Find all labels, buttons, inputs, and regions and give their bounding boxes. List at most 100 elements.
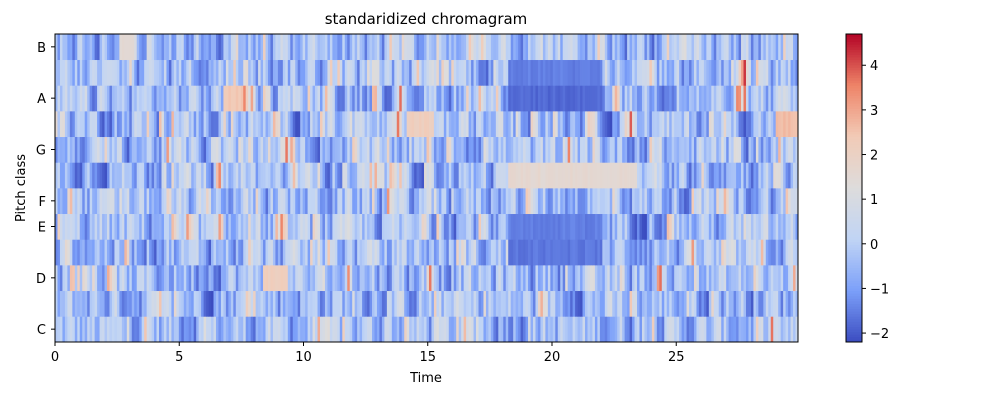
heatmap-cell <box>602 316 606 343</box>
heatmap-cell <box>89 188 93 215</box>
heatmap-cell <box>357 316 360 343</box>
heatmap-cell <box>607 188 611 215</box>
heatmap-cell <box>171 265 175 292</box>
heatmap-cell <box>428 59 432 86</box>
colorbar-tick-label: 1 <box>870 193 878 208</box>
heatmap-cell <box>525 213 529 240</box>
heatmap-cell <box>287 85 291 112</box>
heatmap-cell <box>240 85 244 112</box>
heatmap-cell <box>391 162 395 189</box>
heatmap-cell <box>389 162 393 189</box>
heatmap-cell <box>728 162 732 189</box>
heatmap-cell <box>245 136 249 163</box>
heatmap-cell <box>178 85 182 112</box>
heatmap-cell <box>238 316 242 343</box>
heatmap-cell <box>159 265 162 292</box>
heatmap-cell <box>134 111 138 138</box>
heatmap-cell <box>617 85 621 112</box>
heatmap-cell <box>260 188 264 215</box>
heatmap-cell <box>94 136 98 163</box>
heatmap-cell <box>342 136 346 163</box>
heatmap-cell <box>263 162 266 189</box>
colorbar-segment <box>846 280 862 284</box>
heatmap-cell <box>69 85 73 112</box>
heatmap-cell <box>594 290 598 317</box>
heatmap-cell <box>468 239 472 266</box>
heatmap-cell <box>114 188 118 215</box>
heatmap-cell <box>537 316 541 343</box>
heatmap-cell <box>780 188 784 215</box>
heatmap-cell <box>310 188 313 215</box>
heatmap-cell <box>102 85 105 112</box>
heatmap-cell <box>87 136 91 163</box>
heatmap-cell <box>235 239 239 266</box>
heatmap-cell <box>436 136 440 163</box>
heatmap-cell <box>176 239 180 266</box>
colorbar-segment <box>846 62 862 66</box>
heatmap-cell <box>513 111 517 138</box>
heatmap-cell <box>723 59 727 86</box>
heatmap-cell <box>520 265 524 292</box>
heatmap-cell <box>495 290 499 317</box>
heatmap-cell <box>589 162 593 189</box>
heatmap-cell <box>540 213 544 240</box>
heatmap-cell <box>587 59 591 86</box>
heatmap-cell <box>253 111 256 138</box>
heatmap-cell <box>154 265 157 292</box>
heatmap-cell <box>453 213 457 240</box>
heatmap-cell <box>731 213 734 240</box>
colorbar-segment <box>846 85 862 89</box>
heatmap-cell <box>659 265 663 292</box>
heatmap-cell <box>716 59 720 86</box>
heatmap-cell <box>614 111 618 138</box>
heatmap-cell <box>215 59 219 86</box>
heatmap-cell <box>750 316 754 343</box>
heatmap-cell <box>765 136 769 163</box>
heatmap-cell <box>706 59 710 86</box>
heatmap-cell <box>580 59 583 86</box>
heatmap-cell <box>726 239 730 266</box>
heatmap-cell <box>654 188 658 215</box>
heatmap-cell <box>689 265 692 292</box>
heatmap-cell <box>183 265 187 292</box>
heatmap-cell <box>575 213 578 240</box>
colorbar-segment <box>846 265 862 268</box>
heatmap-cell <box>748 34 752 61</box>
heatmap-cell <box>193 290 197 317</box>
colorbar-segment <box>846 254 862 258</box>
heatmap-cell <box>295 265 299 292</box>
heatmap-cell <box>721 162 725 189</box>
heatmap-cell <box>312 316 316 343</box>
heatmap-cell <box>275 162 279 189</box>
heatmap-cell <box>674 213 677 240</box>
heatmap-cell <box>220 188 224 215</box>
heatmap-cell <box>208 85 212 112</box>
heatmap-cell <box>693 162 697 189</box>
heatmap-cell <box>178 265 182 292</box>
heatmap-cell <box>773 265 777 292</box>
heatmap-cell <box>79 265 83 292</box>
heatmap-cell <box>545 136 549 163</box>
heatmap-cell <box>374 111 378 138</box>
heatmap-cell <box>166 188 170 215</box>
heatmap-cell <box>733 188 737 215</box>
heatmap-cell <box>795 59 799 86</box>
heatmap-cell <box>315 136 318 163</box>
heatmap-cell <box>327 85 331 112</box>
heatmap-cell <box>173 34 177 61</box>
heatmap-cell <box>421 290 425 317</box>
heatmap-cell <box>253 316 256 343</box>
heatmap-cell <box>535 111 539 138</box>
heatmap-cell <box>533 213 536 240</box>
heatmap-cell <box>476 213 479 240</box>
heatmap-cell <box>280 162 284 189</box>
heatmap-cell <box>349 316 353 343</box>
heatmap-cell <box>718 265 722 292</box>
heatmap-cell <box>136 265 140 292</box>
heatmap-cell <box>560 213 564 240</box>
heatmap-cell <box>215 265 219 292</box>
heatmap-cell <box>424 136 427 163</box>
heatmap-cell <box>594 188 598 215</box>
heatmap-cell <box>659 316 663 343</box>
heatmap-cell <box>248 111 252 138</box>
